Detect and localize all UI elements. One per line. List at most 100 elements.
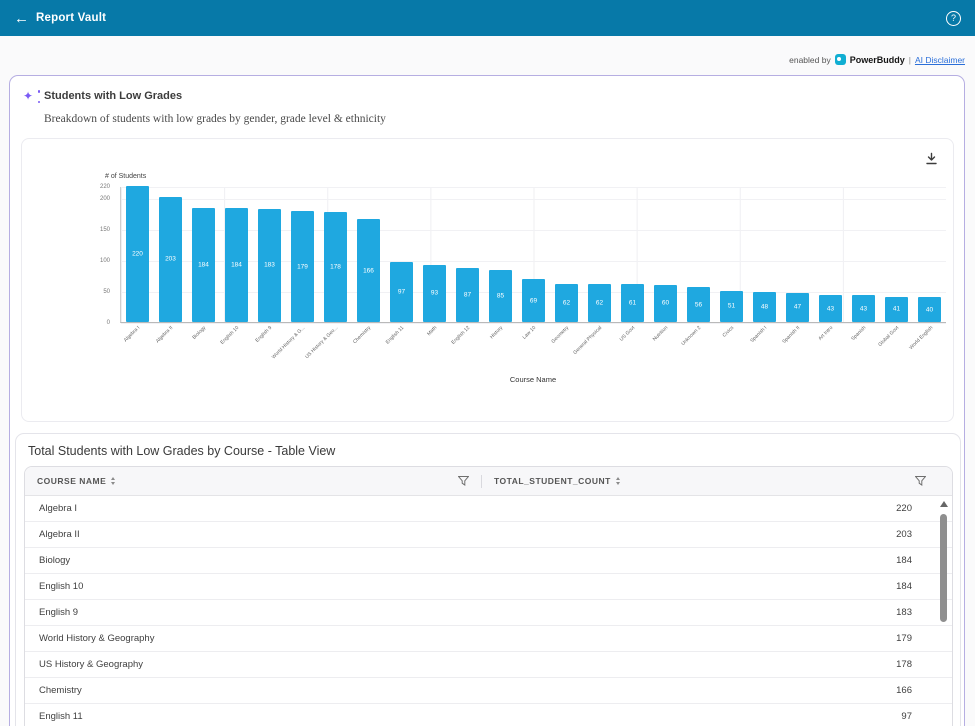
bar-slot: 40 [913,187,946,322]
x-tick-label: Law 10 [521,325,538,341]
bar-Biology[interactable]: 184 [191,208,216,322]
bar-chart-plot: 220 203 184 184 183 179 178 166 97 93 87 85 69 62 62 61… [120,186,946,324]
x-tick-label: Biology [190,325,207,341]
table-row[interactable]: World History & Geography 179 [25,626,952,652]
sort-arrows-icon[interactable] [615,477,620,485]
bar-History[interactable]: 85 [488,269,513,322]
app-bar: ← Report Vault ? [0,0,975,36]
y-axis-ticks: 220 200 150 100 50 0 [78,184,116,326]
bar-slot: 56 [682,187,715,322]
vertical-scrollbar[interactable] [939,501,948,726]
funnel-icon[interactable] [915,476,926,486]
bar-Nutrition[interactable]: 60 [653,284,678,322]
header-course-name[interactable]: COURSE NAME [25,476,481,486]
table-row[interactable]: English 9 183 [25,600,952,626]
bar-Spanish[interactable]: 43 [851,295,876,322]
bar-US Govt[interactable]: 61 [620,284,645,322]
cell-course-name: English 10 [39,581,84,592]
table-row[interactable]: Algebra I 220 [25,496,952,522]
x-tick-label: US History & Geo... [303,325,340,361]
data-table: COURSE NAME TOTAL_STUDENT_COUNT Algebra … [24,466,953,726]
bar-World English[interactable]: 40 [917,297,942,322]
table-row[interactable]: Biology 184 [25,548,952,574]
header-course-name-label: COURSE NAME [37,476,107,486]
cell-student-count: 178 [896,659,912,670]
bar-General Physical[interactable]: 62 [587,283,612,322]
powerbuddy-icon [834,54,846,65]
cell-course-name: Biology [39,555,71,566]
bar-Civics[interactable]: 51 [719,290,744,322]
bar-value-label: 97 [397,288,406,296]
horizontal-gridline [121,230,946,232]
bar-slot: 87 [451,187,484,322]
bar-slot: 60 [649,187,682,322]
x-tick-label: Spanish II [781,325,802,345]
y-tick-label: 150 [99,227,110,234]
bar-slot: 62 [583,187,616,322]
sort-arrows-icon[interactable] [111,477,116,485]
bar-Geometry[interactable]: 62 [554,283,579,322]
x-axis-labels: Algebra I Algebra II Biology English 10 Engl… [120,325,946,375]
bar-slot: 69 [517,187,550,322]
bar-value-label: 179 [297,263,308,271]
bar-Law 10[interactable]: 69 [521,279,546,322]
header-total-student-count[interactable]: TOTAL_STUDENT_COUNT [482,476,952,486]
download-icon[interactable] [921,148,941,168]
bar-Spanish I[interactable]: 48 [752,292,777,322]
bar-Global Govt[interactable]: 41 [884,296,909,322]
bar-slot: 166 [352,187,385,322]
x-tick-label: Unknown 2 [680,325,703,347]
chart-card: # of Students 220 200 150 100 50 0 220 203 184 1… [21,138,954,422]
back-arrow-icon[interactable]: ← [14,9,29,27]
powerbuddy-attribution: enabled by PowerBuddy | AI Disclaimer [789,52,965,67]
scrollbar-thumb[interactable] [940,514,947,622]
bar-slot: 203 [154,187,187,322]
cell-student-count: 203 [896,529,912,540]
x-axis-title: Course Name [509,375,557,384]
bar-US History & Geo...[interactable]: 178 [323,212,348,322]
horizontal-gridline [121,323,946,324]
bar-slot: 93 [418,187,451,322]
ai-disclaimer-link[interactable]: AI Disclaimer [914,54,965,65]
bar-value-label: 69 [529,297,538,305]
bar-Algebra II[interactable]: 203 [158,196,183,322]
bar-Chemistry[interactable]: 166 [356,219,381,322]
bar-value-label: 43 [826,305,835,313]
y-tick-label: 200 [99,196,110,203]
bar-English 12[interactable]: 87 [455,268,480,322]
funnel-icon[interactable] [458,476,469,486]
table-row[interactable]: Chemistry 166 [25,678,952,704]
bar-English 9[interactable]: 183 [257,208,282,322]
bar-value-label: 93 [430,289,439,297]
bar-Spanish II[interactable]: 47 [785,292,810,322]
bar-English 10[interactable]: 184 [224,208,249,322]
scroll-up-arrow[interactable] [939,501,948,507]
table-row[interactable]: US History & Geography 178 [25,652,952,678]
table-row[interactable]: English 11 97 [25,704,952,726]
table-row[interactable]: English 10 184 [25,574,952,600]
table-header-row: COURSE NAME TOTAL_STUDENT_COUNT [25,467,952,496]
bar-slot: 43 [814,187,847,322]
bar-Math[interactable]: 93 [422,264,447,322]
bar-value-label: 203 [165,255,176,263]
x-tick-label: English 11 [384,325,406,346]
help-icon[interactable]: ? [946,10,961,26]
ai-sparkle-icon: ✦ [23,89,41,105]
bar-Algebra I[interactable]: 220 [125,186,150,322]
cell-course-name: US History & Geography [39,659,144,670]
column-divider [481,474,482,488]
bar-slot: 61 [616,187,649,322]
bar-Art Intro[interactable]: 43 [818,295,843,322]
horizontal-gridline [121,261,946,263]
bar-World History & G...[interactable]: 179 [290,211,315,322]
bar-value-label: 60 [661,299,670,307]
bar-English 11[interactable]: 97 [389,262,414,322]
horizontal-gridline [121,187,946,188]
x-tick-label: English 10 [219,325,240,346]
bar-slot: 41 [880,187,913,322]
table-row[interactable]: Algebra II 203 [25,522,952,548]
y-tick-label: 0 [106,320,110,326]
x-tick-label: Art Intro [817,325,835,342]
bar-Unknown 2[interactable]: 56 [686,287,711,322]
x-tick-label: English 9 [254,325,273,344]
